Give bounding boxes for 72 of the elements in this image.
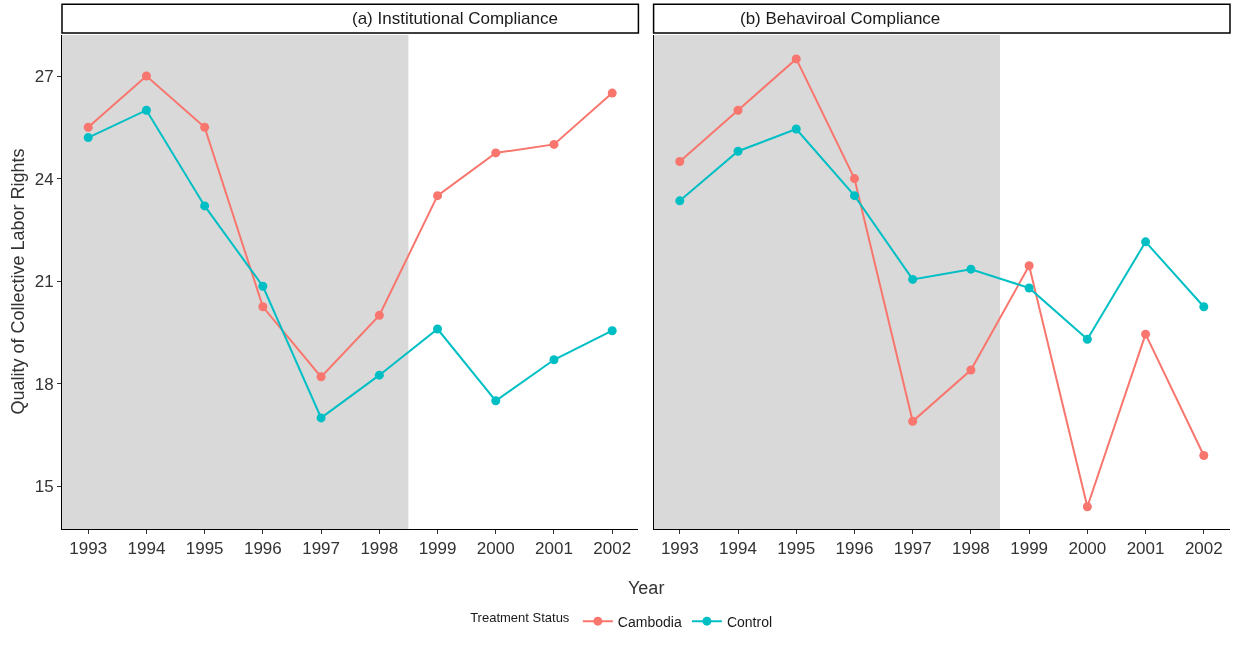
point: [491, 148, 501, 158]
point: [1082, 502, 1092, 512]
point: [849, 174, 859, 184]
x-tick-label: 2001: [1126, 539, 1165, 559]
x-tick-label: 2000: [476, 539, 515, 559]
x-tick-label: 2000: [1068, 539, 1107, 559]
x-tick-label: 1995: [777, 539, 816, 559]
point: [1199, 302, 1209, 312]
y-tick-label: 27: [34, 66, 54, 86]
point: [316, 413, 326, 423]
x-tick-label: 2002: [1184, 539, 1223, 559]
x-axis-title: Year: [628, 578, 665, 598]
legend-label: Cambodia: [617, 613, 682, 630]
x-tick-label: 1994: [127, 539, 166, 559]
x-tick-label: 1999: [1010, 539, 1049, 559]
point: [1141, 237, 1151, 247]
chart-title: (b) Behaviroal Compliance: [740, 9, 941, 28]
point: [966, 365, 976, 375]
point: [733, 105, 743, 115]
point: [200, 122, 210, 132]
x-tick-label: 1996: [835, 539, 874, 559]
point: [675, 196, 685, 206]
point: [258, 281, 268, 291]
point: [83, 122, 93, 132]
x-tick-label: 2002: [593, 539, 632, 559]
point: [316, 372, 326, 382]
point: [1082, 334, 1092, 344]
point: [675, 156, 685, 166]
point: [1024, 283, 1034, 293]
point: [374, 370, 384, 380]
x-tick-label: 1997: [893, 539, 932, 559]
point: [491, 396, 501, 406]
x-tick-label: 2001: [535, 539, 573, 559]
x-tick-label: 1996: [243, 539, 282, 559]
x-tick-label: 1993: [69, 539, 108, 559]
point: [549, 355, 559, 365]
x-tick-label: 1997: [302, 539, 340, 559]
point: [607, 326, 617, 336]
point: [966, 264, 976, 274]
x-tick-label: 1998: [360, 539, 399, 559]
y-tick-label: 18: [34, 374, 54, 394]
point: [549, 139, 559, 149]
point: [141, 71, 151, 81]
chart-title: (a) Institutional Compliance: [352, 9, 558, 28]
x-tick-label: 1999: [418, 539, 457, 559]
point: [1024, 261, 1034, 271]
point: [1141, 329, 1151, 339]
point: [849, 191, 859, 201]
point: [1199, 451, 1209, 460]
x-tick-label: 1998: [952, 539, 990, 559]
y-axis-title: Quality of Collective Labor Rights: [7, 148, 28, 415]
point: [433, 191, 443, 201]
point: [258, 302, 268, 312]
point: [791, 124, 801, 134]
point: [200, 201, 210, 211]
legend-title: Treatment Status: [470, 610, 570, 626]
x-tick-label: 1994: [719, 539, 757, 559]
legend-label: Control: [726, 613, 773, 630]
point: [908, 274, 918, 284]
x-tick-label: 1993: [660, 539, 699, 559]
point: [733, 146, 743, 156]
point: [607, 88, 617, 98]
x-tick-label: 1995: [185, 539, 224, 559]
y-tick-label: 15: [34, 477, 54, 497]
point: [433, 324, 443, 334]
point: [83, 133, 93, 143]
point: [908, 416, 918, 426]
point: [141, 105, 151, 115]
point: [374, 310, 384, 320]
y-tick-label: 24: [34, 169, 54, 189]
point: [791, 54, 801, 64]
y-tick-label: 21: [34, 272, 54, 292]
